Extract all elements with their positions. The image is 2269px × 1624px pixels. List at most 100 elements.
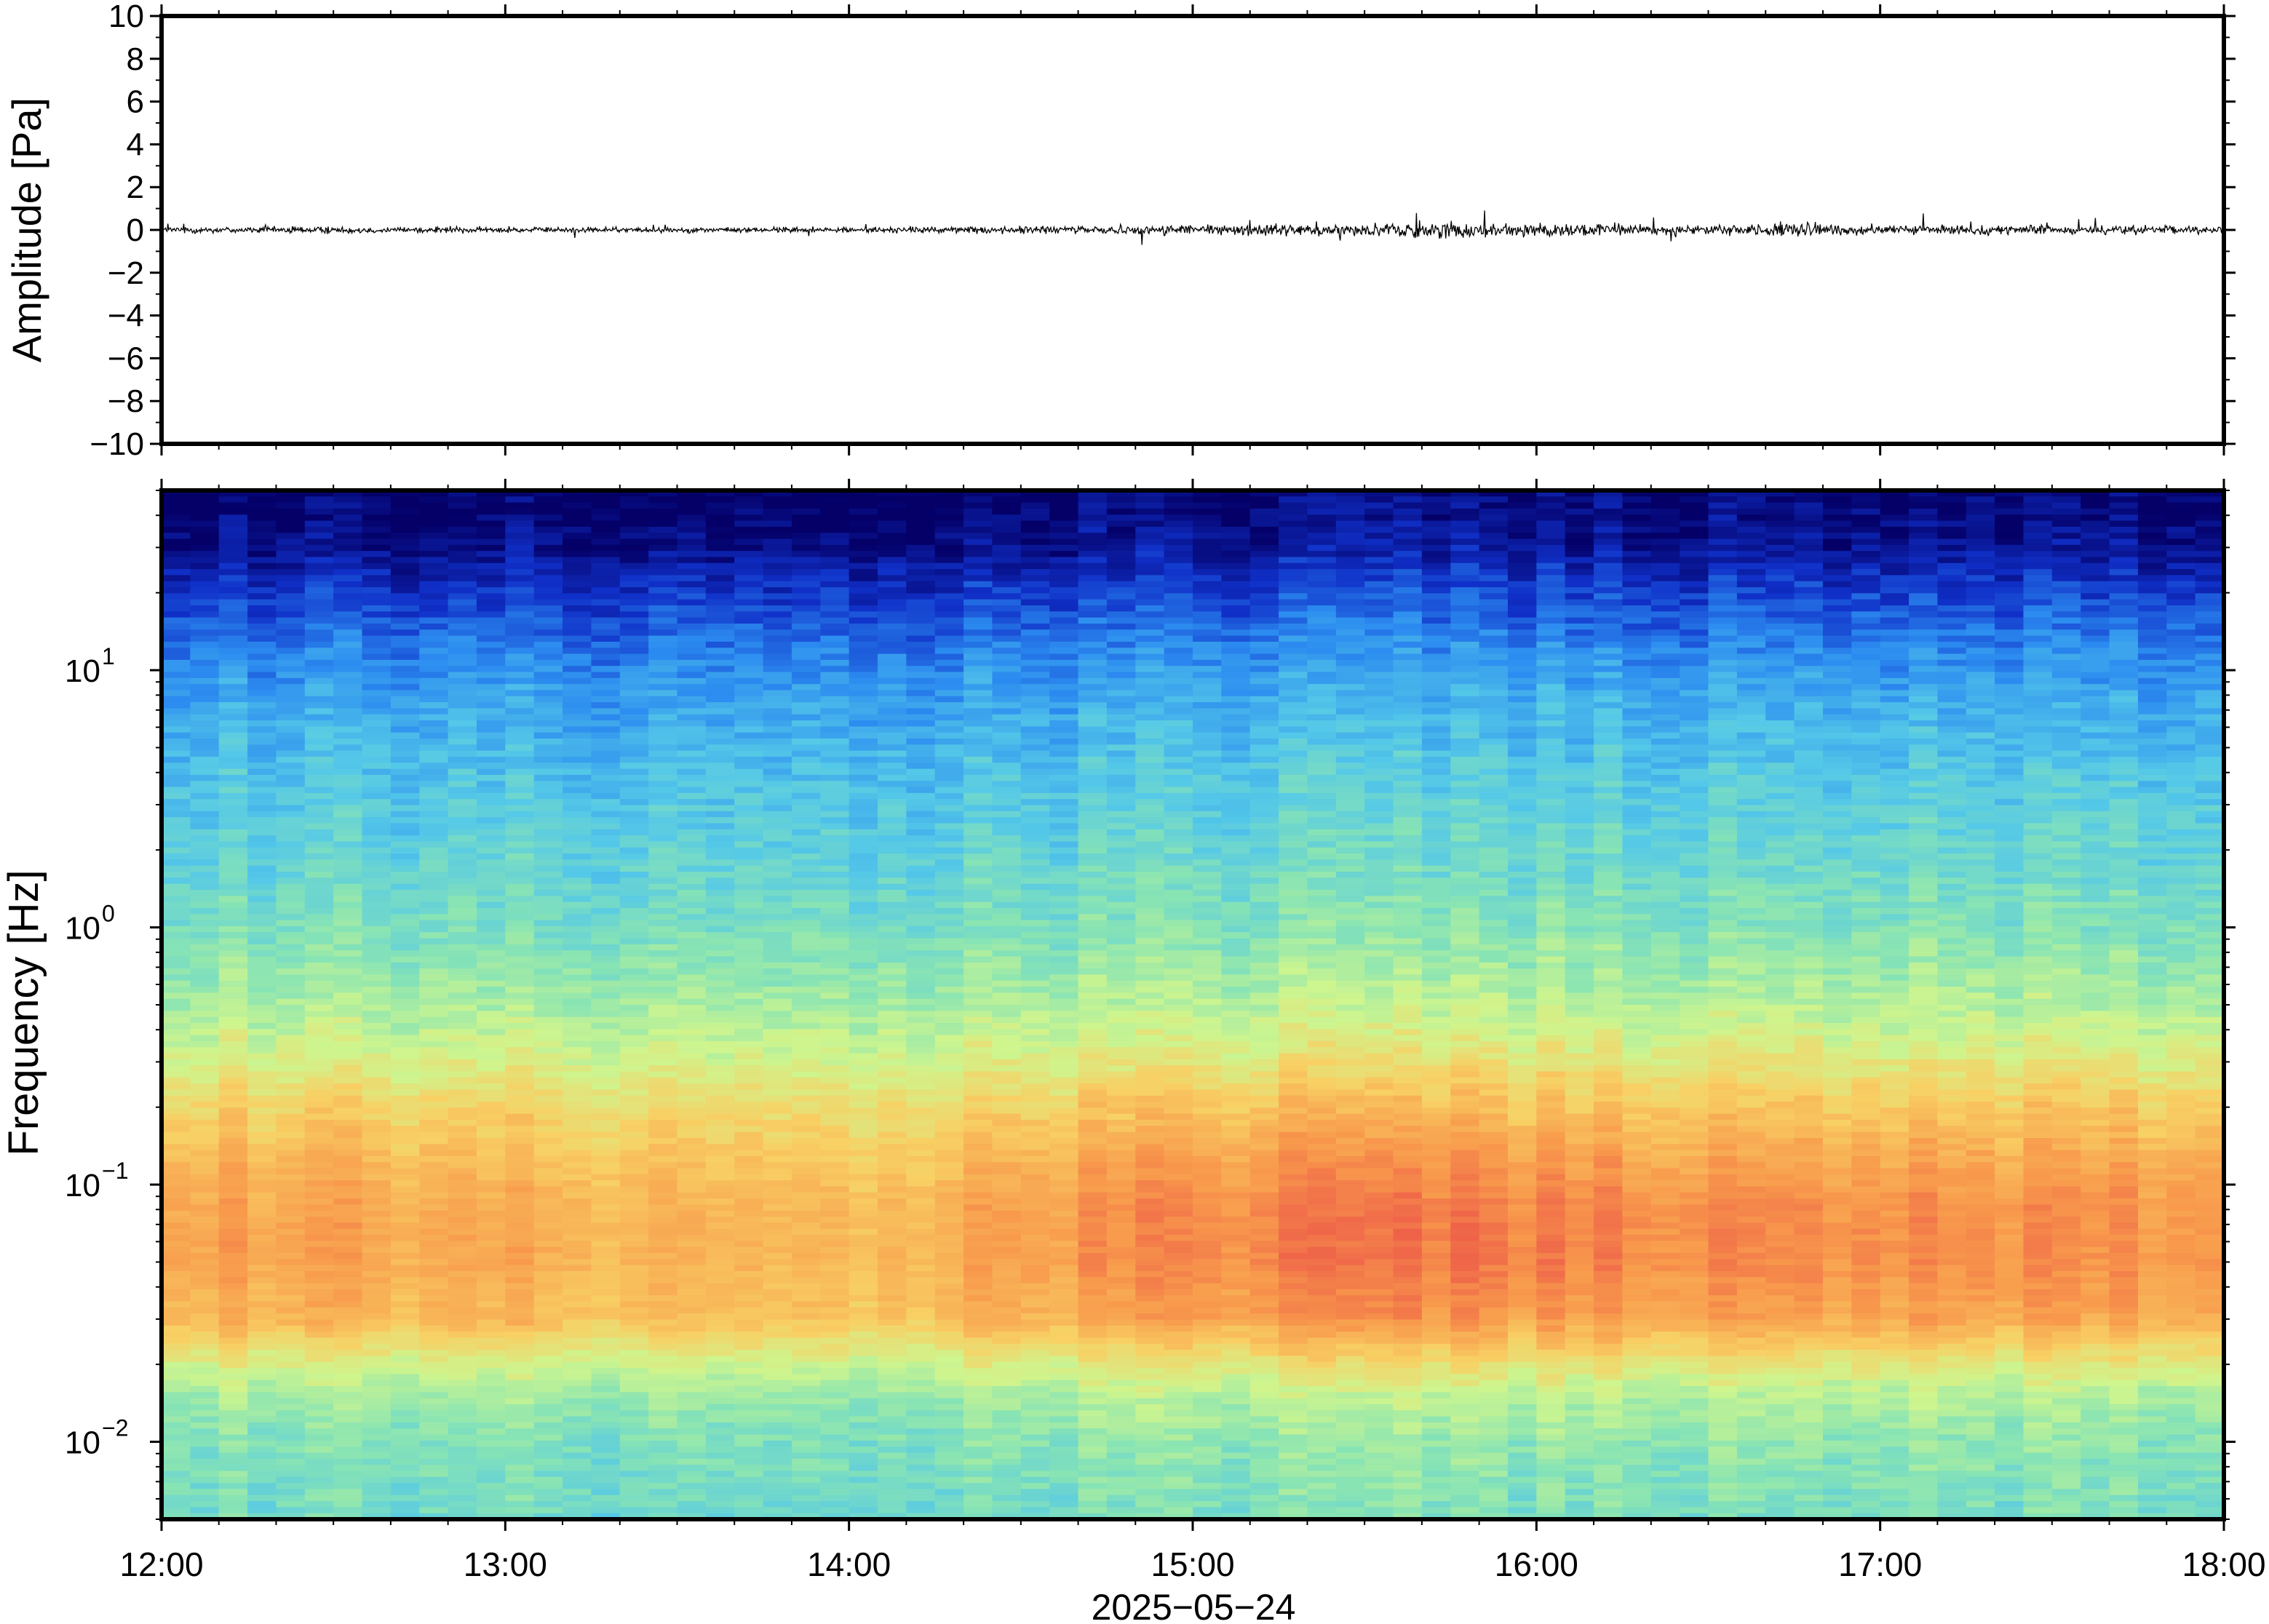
spectrogram-cell	[734, 1392, 764, 1399]
spectrogram-cell	[419, 938, 449, 945]
spectrogram-cell	[276, 1283, 306, 1290]
spectrogram-cell	[333, 605, 363, 612]
spectrogram-cell	[190, 1319, 220, 1326]
spectrogram-cell	[734, 684, 764, 691]
spectrogram-cell	[218, 1083, 248, 1091]
spectrogram-cell	[619, 987, 649, 993]
spectrogram-cell	[419, 962, 449, 969]
spectrogram-cell	[934, 1458, 964, 1465]
spectrogram-cell	[591, 744, 621, 752]
spectrogram-cell	[677, 1458, 707, 1465]
spectrogram-cell	[619, 763, 649, 770]
spectrogram-cell	[849, 944, 878, 951]
spectrogram-cell	[791, 1095, 821, 1102]
spectrogram-cell	[648, 1307, 678, 1314]
spectrogram-cell	[419, 744, 449, 752]
spectrogram-cell	[476, 720, 506, 727]
spectrogram-cell	[162, 1446, 191, 1454]
spectrogram-cell	[190, 1107, 220, 1115]
spectrogram-cell	[878, 1470, 907, 1478]
spectrogram-cell	[190, 569, 220, 576]
spectrogram-cell	[619, 1465, 649, 1472]
spectrogram-cell	[247, 659, 277, 666]
spectrogram-cell	[677, 1343, 707, 1350]
spectrogram-cell	[333, 1150, 363, 1157]
spectrogram-cell	[791, 659, 821, 666]
spectrogram-cell	[763, 859, 792, 867]
spectrogram-cell	[390, 926, 420, 933]
spectrogram-cell	[878, 1174, 907, 1181]
spectrogram-cell	[533, 787, 563, 794]
spectrogram-cell	[448, 774, 477, 781]
spectrogram-cell	[963, 508, 993, 515]
spectrogram-cell	[648, 1089, 678, 1096]
spectrogram-cell	[849, 950, 878, 958]
spectrogram-cell	[563, 1022, 592, 1030]
spectrogram-cell	[533, 835, 563, 843]
spectrogram-cell	[934, 1337, 964, 1345]
spectrogram-cell	[677, 932, 707, 939]
spectrogram-cell	[619, 823, 649, 830]
spectrogram-cell	[648, 956, 678, 963]
spectrogram-cell	[763, 1277, 792, 1284]
spectrogram-cell	[591, 1295, 621, 1302]
spectrogram-cell	[362, 1422, 392, 1429]
spectrogram-cell	[247, 1095, 277, 1102]
spectrogram-cell	[763, 1410, 792, 1417]
spectrogram-cell	[563, 1210, 592, 1217]
spectrogram-cell	[619, 605, 649, 612]
spectrogram-cell	[505, 1235, 535, 1241]
spectrogram-cell	[247, 684, 277, 691]
spectrogram-cell	[734, 641, 764, 648]
spectrogram-cell	[820, 805, 850, 812]
spectrogram-cell	[276, 1332, 306, 1339]
spectrogram-cell	[362, 533, 392, 540]
spectrogram-cell	[476, 901, 506, 909]
spectrogram-cell	[362, 1270, 392, 1278]
spectrogram-cell	[591, 1040, 621, 1048]
spectrogram-cell	[448, 490, 477, 497]
spectrogram-cell	[476, 575, 506, 582]
spectrogram-cell	[591, 496, 621, 503]
spectrogram-cell	[304, 520, 334, 528]
spectrogram-cell	[934, 889, 964, 896]
spectrogram-cell	[162, 1458, 191, 1465]
spectrogram-cell	[648, 811, 678, 818]
spectrogram-cell	[333, 1350, 363, 1357]
spectrogram-cell	[906, 593, 936, 600]
spectrogram-cell	[878, 799, 907, 806]
spectrogram-cell	[820, 514, 850, 522]
spectrogram-cell	[849, 690, 878, 697]
spectrogram-cell	[734, 732, 764, 739]
spectrogram-cell	[934, 526, 964, 533]
spectrogram-cell	[190, 629, 220, 637]
spectrogram-cell	[276, 756, 306, 763]
spectrogram-cell	[505, 1380, 535, 1387]
spectrogram-cell	[619, 1210, 649, 1217]
spectrogram-cell	[419, 1422, 449, 1429]
spectrogram-cell	[419, 805, 449, 812]
spectrogram-cell	[820, 1150, 850, 1157]
spectrogram-cell	[505, 1241, 535, 1248]
spectrogram-cell	[190, 1295, 220, 1302]
spectrogram-cell	[390, 1259, 420, 1266]
spectrogram-cell	[791, 768, 821, 776]
spectrogram-cell	[878, 508, 907, 515]
spectrogram-cell	[333, 987, 363, 993]
spectrogram-cell	[878, 1356, 907, 1363]
spectrogram-cell	[563, 1392, 592, 1399]
spectrogram-cell	[162, 611, 191, 618]
spectrogram-cell	[648, 581, 678, 588]
spectrogram-cell	[934, 569, 964, 576]
spectrogram-cell	[878, 641, 907, 648]
spectrogram-cell	[734, 1494, 764, 1502]
spectrogram-cell	[906, 914, 936, 921]
spectrogram-cell	[820, 1440, 850, 1447]
spectrogram-cell	[791, 992, 821, 1000]
spectrogram-cell	[190, 1356, 220, 1363]
spectrogram-cell	[849, 980, 878, 987]
spectrogram-cell	[849, 974, 878, 982]
spectrogram-cell	[419, 696, 449, 703]
spectrogram-cell	[162, 1494, 191, 1502]
